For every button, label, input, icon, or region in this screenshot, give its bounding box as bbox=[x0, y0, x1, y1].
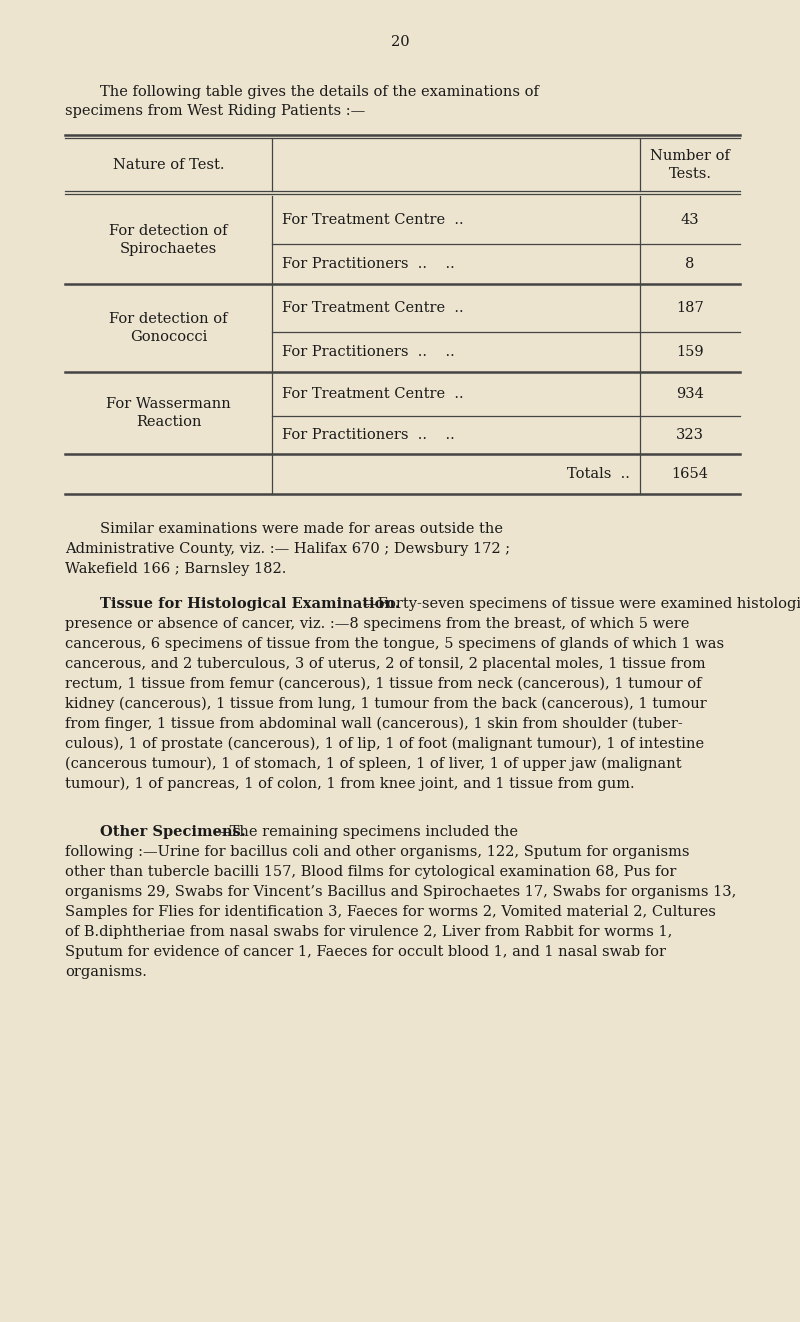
Text: Sputum for evidence of cancer 1, Faeces for occult blood 1, and 1 nasal swab for: Sputum for evidence of cancer 1, Faeces … bbox=[65, 945, 666, 958]
Text: For Practitioners  ..    ..: For Practitioners .. .. bbox=[282, 428, 454, 442]
Text: 20: 20 bbox=[390, 34, 410, 49]
Text: 1654: 1654 bbox=[671, 467, 709, 481]
Text: For Practitioners  ..    ..: For Practitioners .. .. bbox=[282, 256, 454, 271]
Text: Samples for Flies for identification 3, Faeces for worms 2, Vomited material 2, : Samples for Flies for identification 3, … bbox=[65, 906, 716, 919]
Text: 934: 934 bbox=[676, 387, 704, 401]
Text: cancerous, 6 specimens of tissue from the tongue, 5 specimens of glands of which: cancerous, 6 specimens of tissue from th… bbox=[65, 637, 724, 650]
Text: For Practitioners  ..    ..: For Practitioners .. .. bbox=[282, 345, 454, 360]
Text: presence or absence of cancer, viz. :—8 specimens from the breast, of which 5 we: presence or absence of cancer, viz. :—8 … bbox=[65, 617, 690, 631]
Text: 43: 43 bbox=[681, 213, 699, 227]
Text: kidney (cancerous), 1 tissue from lung, 1 tumour from the back (cancerous), 1 tu: kidney (cancerous), 1 tissue from lung, … bbox=[65, 697, 706, 711]
Text: Other Specimens.: Other Specimens. bbox=[100, 825, 246, 839]
Text: Number of
Tests.: Number of Tests. bbox=[650, 149, 730, 181]
Text: (cancerous tumour), 1 of stomach, 1 of spleen, 1 of liver, 1 of upper jaw (malig: (cancerous tumour), 1 of stomach, 1 of s… bbox=[65, 758, 682, 772]
Text: For Treatment Centre  ..: For Treatment Centre .. bbox=[282, 213, 464, 227]
Text: Totals  ..: Totals .. bbox=[567, 467, 630, 481]
Text: following :—Urine for bacillus coli and other organisms, 122, Sputum for organis: following :—Urine for bacillus coli and … bbox=[65, 845, 690, 859]
Text: organisms.: organisms. bbox=[65, 965, 147, 980]
Text: For detection of
Spirochaetes: For detection of Spirochaetes bbox=[110, 223, 228, 256]
Text: The following table gives the details of the examinations of: The following table gives the details of… bbox=[100, 85, 539, 99]
Text: cancerous, and 2 tuberculous, 3 of uterus, 2 of tonsil, 2 placental moles, 1 tis: cancerous, and 2 tuberculous, 3 of uteru… bbox=[65, 657, 706, 672]
Text: Tissue for Histological Examination.: Tissue for Histological Examination. bbox=[100, 598, 400, 611]
Text: Similar examinations were made for areas outside the: Similar examinations were made for areas… bbox=[100, 522, 503, 535]
Text: For Treatment Centre  ..: For Treatment Centre .. bbox=[282, 387, 464, 401]
Text: organisms 29, Swabs for Vincent’s Bacillus and Spirochaetes 17, Swabs for organi: organisms 29, Swabs for Vincent’s Bacill… bbox=[65, 884, 736, 899]
Text: 8: 8 bbox=[686, 256, 694, 271]
Text: Administrative County, viz. :— Halifax 670 ; Dewsbury 172 ;: Administrative County, viz. :— Halifax 6… bbox=[65, 542, 510, 557]
Text: other than tubercle bacilli 157, Blood films for cytological examination 68, Pus: other than tubercle bacilli 157, Blood f… bbox=[65, 865, 676, 879]
Text: 159: 159 bbox=[676, 345, 704, 360]
Text: For detection of
Gonococci: For detection of Gonococci bbox=[110, 312, 228, 344]
Text: culous), 1 of prostate (cancerous), 1 of lip, 1 of foot (malignant tumour), 1 of: culous), 1 of prostate (cancerous), 1 of… bbox=[65, 736, 704, 751]
Text: 323: 323 bbox=[676, 428, 704, 442]
Text: from finger, 1 tissue from abdominal wall (cancerous), 1 skin from shoulder (tub: from finger, 1 tissue from abdominal wal… bbox=[65, 717, 682, 731]
Text: specimens from West Riding Patients :—: specimens from West Riding Patients :— bbox=[65, 104, 366, 118]
Text: Nature of Test.: Nature of Test. bbox=[113, 159, 224, 172]
Text: 187: 187 bbox=[676, 301, 704, 315]
Text: Wakefield 166 ; Barnsley 182.: Wakefield 166 ; Barnsley 182. bbox=[65, 562, 286, 576]
Text: For Treatment Centre  ..: For Treatment Centre .. bbox=[282, 301, 464, 315]
Text: rectum, 1 tissue from femur (cancerous), 1 tissue from neck (cancerous), 1 tumou: rectum, 1 tissue from femur (cancerous),… bbox=[65, 677, 702, 691]
Text: tumour), 1 of pancreas, 1 of colon, 1 from knee joint, and 1 tissue from gum.: tumour), 1 of pancreas, 1 of colon, 1 fr… bbox=[65, 777, 634, 792]
Text: of B.diphtheriae from nasal swabs for virulence 2, Liver from Rabbit for worms 1: of B.diphtheriae from nasal swabs for vi… bbox=[65, 925, 672, 939]
Text: For Wassermann
Reaction: For Wassermann Reaction bbox=[106, 397, 231, 430]
Text: —Forty-seven specimens of tissue were examined histologically chiefly to determi: —Forty-seven specimens of tissue were ex… bbox=[363, 598, 800, 611]
Text: —The remaining specimens included the: —The remaining specimens included the bbox=[215, 825, 518, 839]
